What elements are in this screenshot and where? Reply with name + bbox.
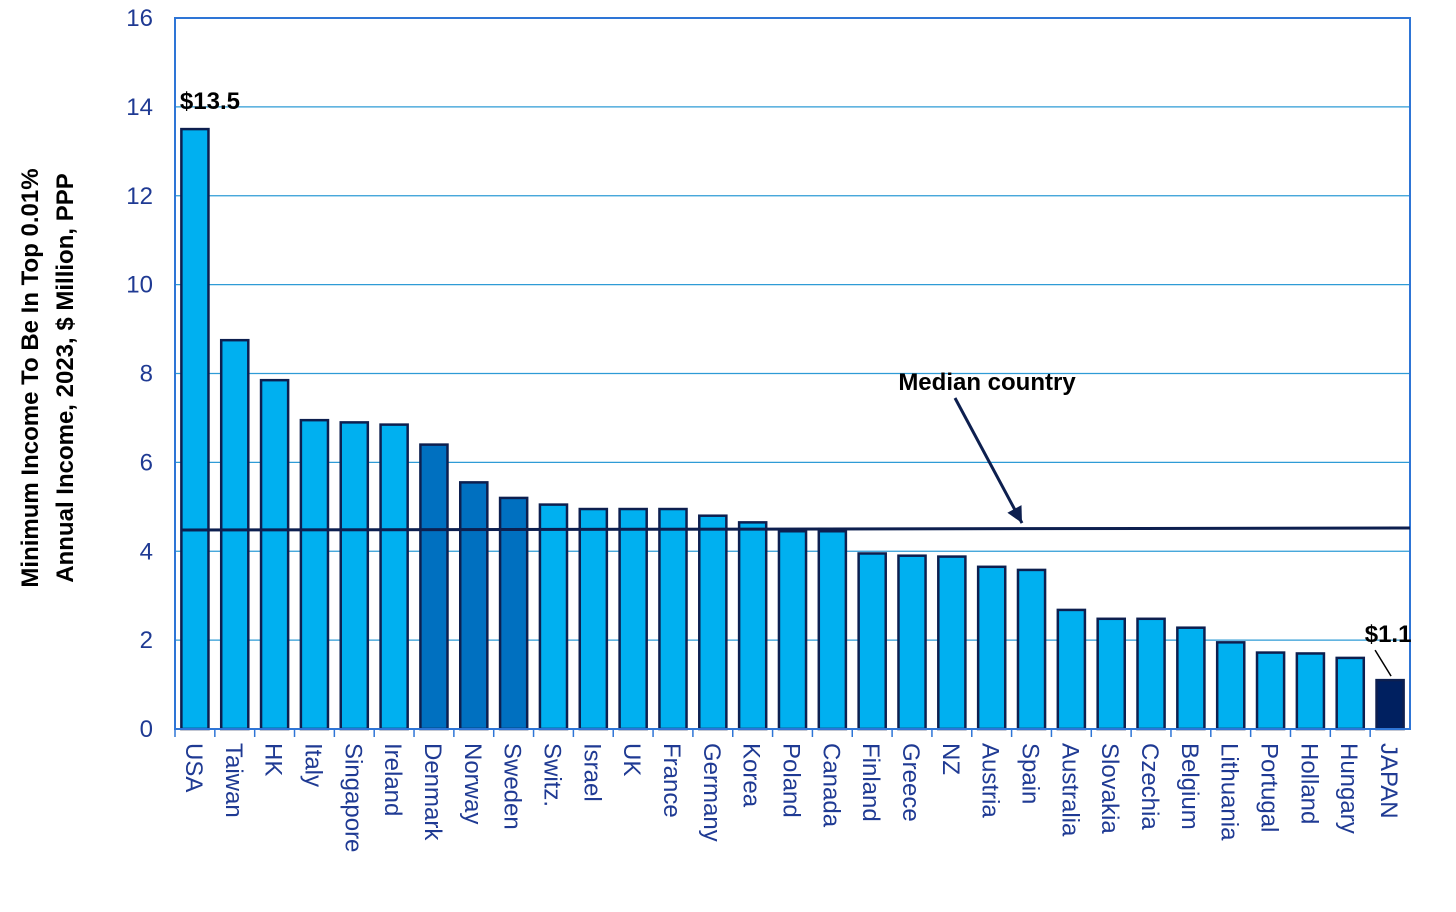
x-tick-label: Holland bbox=[1295, 743, 1322, 824]
value-annotations: $13.5 $1.1 bbox=[180, 88, 1412, 677]
x-tick-label: USA bbox=[180, 743, 207, 792]
median-line bbox=[180, 526, 1411, 532]
x-tick-label: Ireland bbox=[379, 743, 406, 816]
x-tick-label: Italy bbox=[299, 743, 326, 787]
bar-finland bbox=[857, 552, 887, 731]
annotation-usa: $13.5 bbox=[180, 88, 240, 115]
y-tick-label: 4 bbox=[140, 538, 153, 565]
bar-hk bbox=[259, 378, 290, 731]
x-tick-label: UK bbox=[618, 743, 645, 776]
bar-lithuania bbox=[1215, 641, 1246, 731]
bar-greece bbox=[897, 554, 927, 731]
x-tick-label: Israel bbox=[578, 743, 605, 802]
bar-belgium bbox=[1176, 626, 1206, 731]
x-tick-label: France bbox=[658, 743, 685, 818]
y-tick-label: 0 bbox=[140, 716, 153, 743]
bar-italy bbox=[299, 418, 330, 731]
bar-switz bbox=[538, 503, 569, 731]
x-tick-label: Australia bbox=[1056, 743, 1083, 837]
x-tick-label: Denmark bbox=[419, 743, 446, 841]
x-tick-label: Slovakia bbox=[1096, 743, 1123, 834]
x-tick-label: JAPAN bbox=[1375, 743, 1402, 819]
x-tick-label: Korea bbox=[738, 743, 765, 808]
x-tick-label: Germany bbox=[698, 743, 725, 842]
bar-czechia bbox=[1136, 617, 1166, 731]
bar-norway bbox=[458, 481, 489, 731]
annotation-leader-line bbox=[1374, 649, 1392, 677]
y-axis-label-line2: Annual Income, 2023, $ Million, PPP bbox=[52, 173, 79, 582]
x-tick-label: NZ bbox=[937, 743, 964, 775]
bar-ireland bbox=[379, 423, 409, 731]
x-axis-tick-labels: USA Taiwan HK Italy Singapore Ireland Denmark N… bbox=[174, 729, 1402, 852]
bar-france bbox=[658, 507, 688, 731]
bar-nz bbox=[937, 555, 967, 731]
median-arrow-head bbox=[1007, 505, 1022, 524]
bar-austria bbox=[976, 565, 1007, 731]
bar-denmark bbox=[419, 443, 449, 731]
bar-korea bbox=[737, 521, 768, 731]
x-tick-label: Austria bbox=[977, 743, 1004, 818]
median-label: Median country bbox=[898, 369, 1076, 396]
bar-holland bbox=[1295, 652, 1326, 731]
y-tick-label: 8 bbox=[140, 361, 153, 388]
x-tick-label: Poland bbox=[778, 743, 805, 818]
y-tick-label: 10 bbox=[126, 272, 153, 299]
y-tick-label: 12 bbox=[126, 183, 153, 210]
x-tick-label: Norway bbox=[459, 743, 486, 824]
bar-singapore bbox=[339, 421, 370, 731]
x-tick-label: Sweden bbox=[499, 743, 526, 830]
plot-frame bbox=[174, 17, 1411, 730]
y-axis-label-line1: Minimum Income To Be In Top 0.01% bbox=[17, 168, 44, 587]
median-arrow bbox=[953, 397, 1024, 524]
bar-uk bbox=[618, 507, 648, 731]
annotation-japan: $1.1 bbox=[1365, 621, 1412, 648]
x-tick-label: Portugal bbox=[1256, 743, 1283, 832]
x-tick-label: Switz. bbox=[538, 743, 565, 807]
x-tick-label: Lithuania bbox=[1216, 743, 1243, 841]
x-tick-label: Taiwan bbox=[220, 743, 247, 818]
y-tick-label: 6 bbox=[140, 449, 153, 476]
y-tick-label: 16 bbox=[126, 5, 153, 32]
x-tick-label: Finland bbox=[857, 743, 884, 822]
x-tick-label: Belgium bbox=[1176, 743, 1203, 830]
y-tick-label: 2 bbox=[140, 627, 153, 654]
bar-poland bbox=[777, 530, 808, 731]
x-tick-label: Hungary bbox=[1335, 743, 1362, 834]
y-axis-tick-labels: 0 2 4 6 8 10 12 14 16 bbox=[126, 5, 153, 743]
x-tick-label: HK bbox=[260, 743, 287, 776]
bar-israel bbox=[578, 507, 609, 731]
bar-hungary bbox=[1335, 656, 1366, 731]
bar-sweden bbox=[498, 496, 529, 731]
bar-slovakia bbox=[1096, 617, 1127, 731]
bar-japan bbox=[1375, 678, 1405, 731]
bar-spain bbox=[1016, 568, 1047, 731]
x-tick-label: Singapore bbox=[339, 743, 366, 852]
bar-germany bbox=[698, 514, 728, 731]
x-tick-label: Canada bbox=[817, 743, 844, 828]
median-arrow-shaft bbox=[953, 397, 1024, 524]
bar-usa bbox=[180, 127, 210, 731]
bar-canada bbox=[817, 530, 848, 731]
bars bbox=[180, 127, 1405, 731]
y-tick-label: 14 bbox=[126, 94, 153, 121]
bar-portugal bbox=[1255, 651, 1286, 731]
x-tick-label: Czechia bbox=[1136, 743, 1163, 830]
x-tick-label: Greece bbox=[897, 743, 924, 822]
bar-australia bbox=[1056, 608, 1087, 731]
bar-taiwan bbox=[219, 338, 250, 731]
x-tick-label: Spain bbox=[1017, 743, 1044, 804]
